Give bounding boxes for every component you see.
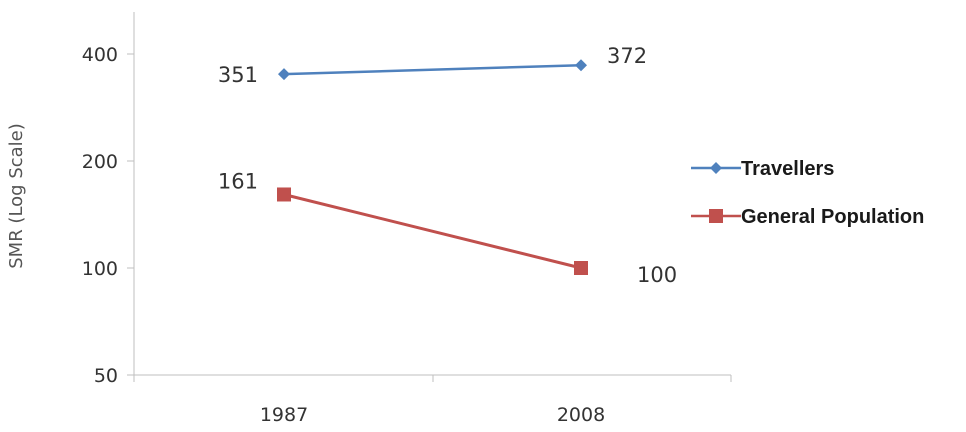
legend-label: General Population xyxy=(741,206,924,228)
y-tick-label: 100 xyxy=(82,258,118,280)
x-tick-label: 1987 xyxy=(260,404,308,426)
data-label: 100 xyxy=(637,263,677,287)
legend-label: Travellers xyxy=(741,158,834,180)
data-point-square xyxy=(277,187,291,202)
data-point-diamond xyxy=(575,59,587,72)
series-line xyxy=(283,193,582,270)
series-line xyxy=(283,63,582,76)
data-label: 351 xyxy=(218,63,258,87)
data-point-diamond xyxy=(278,68,290,81)
y-tick-label: 400 xyxy=(82,44,118,66)
data-point-square xyxy=(574,261,588,275)
x-tick-label: 2008 xyxy=(557,404,605,426)
data-label: 161 xyxy=(218,169,258,193)
y-tick-label: 200 xyxy=(82,151,118,173)
data-label: 372 xyxy=(607,44,647,68)
legend-marker-square xyxy=(709,209,723,223)
legend-marker-diamond xyxy=(710,162,722,174)
y-axis-title: SMR (Log Scale) xyxy=(6,123,27,269)
y-tick-label: 50 xyxy=(94,365,118,387)
